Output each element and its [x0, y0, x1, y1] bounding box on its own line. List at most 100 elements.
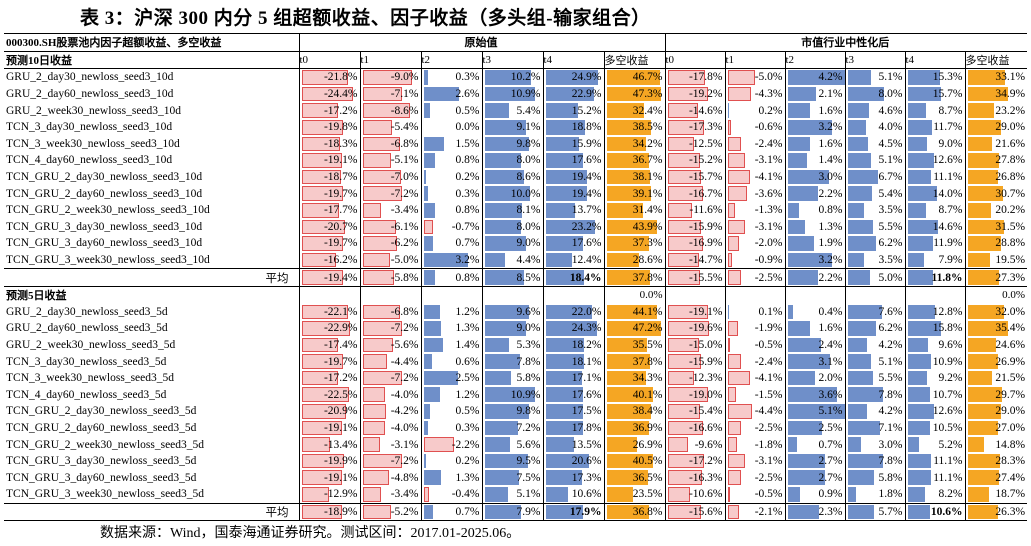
neutral-t0-cell: -15.4% [664, 403, 725, 420]
table-row: TCN_GRU_3_day60_newloss_seed3_5d -19.1% -4… [4, 469, 1028, 487]
long-short-bar [606, 202, 643, 218]
cell-value: -18.7% [323, 171, 358, 184]
positive-bar [545, 169, 587, 185]
cell-value: 12.4% [571, 254, 602, 267]
negative-bar [727, 404, 752, 419]
cell-value: 17.6% [571, 388, 602, 401]
cell-value: -19.1% [323, 421, 358, 434]
positive-bar [907, 252, 925, 268]
negative-bar [667, 337, 700, 353]
neutral-t0-cell: -16.6% [664, 419, 725, 437]
table-row: TCN_4_day60_newloss_seed3_5d -22.5% -4.0% 1… [4, 386, 1028, 404]
cell-value: 4.5% [878, 137, 903, 150]
raw-t4-cell: 19.4% [542, 168, 604, 186]
neutral-t1-cell: -3.1% [724, 452, 785, 470]
col-header: t2 [784, 51, 845, 70]
positive-bar [484, 404, 530, 419]
positive-bar [907, 236, 933, 251]
negative-bar [362, 321, 403, 336]
cell-value: 17.5% [571, 405, 602, 418]
cell-value: -16.9% [688, 237, 723, 250]
col-header: t0 [664, 51, 725, 70]
cell-value: 5.6% [516, 438, 541, 451]
neutral-avg-t2-cell: 2.3% [784, 502, 845, 522]
cell-value: 0.2% [758, 104, 783, 117]
cell-value: 46.7% [632, 71, 663, 84]
positive-bar [423, 186, 428, 201]
cell-value: 11.1% [933, 455, 963, 468]
table-row: TCN_GRU_2_day60_newloss_seed3_5d -19.1% -4… [4, 419, 1028, 437]
raw-t3-cell: 10.0% [481, 185, 543, 202]
neutral-t1-cell: -3.6% [724, 185, 785, 202]
section-zero-cell [664, 286, 725, 304]
cell-value: 15.8% [932, 322, 963, 335]
positive-bar [545, 86, 595, 102]
cell-value: 5.5% [878, 220, 903, 233]
raw-avg-多空收益-cell: 37.8% [603, 268, 665, 287]
positive-bar [907, 169, 932, 185]
cell-value: -17.2% [323, 104, 358, 117]
positive-bar [423, 337, 443, 353]
positive-bar [907, 304, 935, 320]
long-short-bar [967, 236, 1001, 251]
negative-bar [362, 103, 410, 118]
long-short-bar [967, 470, 999, 486]
neutral-t0-cell: -11.6% [664, 201, 725, 219]
neutral-t4-cell: 11.7% [904, 118, 965, 136]
positive-bar [847, 270, 871, 285]
raw-多空收益-cell: 38.1% [603, 168, 665, 186]
cell-value: 7.8% [516, 355, 541, 368]
cell-value: -4.1% [754, 372, 783, 385]
positive-bar [545, 437, 575, 452]
long-short-bar [606, 136, 646, 152]
section-zero-cell [420, 286, 482, 304]
negative-bar [727, 470, 742, 486]
positive-bar [484, 304, 529, 320]
long-short-bar [967, 153, 1000, 168]
cell-value: 8.7% [938, 204, 963, 217]
raw-t4-cell: 17.5% [542, 403, 604, 420]
cell-value: 2.4% [818, 338, 843, 351]
negative-bar [727, 70, 756, 85]
cell-value: 40.1% [632, 388, 663, 401]
neutral-多空收益-cell: 27.0% [964, 419, 1028, 437]
table-row: TCN_3_week30_newloss_seed3_5d -17.2% -7.2%… [4, 369, 1028, 387]
cell-value: -7.1% [390, 88, 419, 101]
positive-bar [787, 136, 810, 152]
cell-value: -0.6% [754, 121, 783, 134]
neutral-t0-cell: -14.7% [664, 251, 725, 269]
raw-多空收益-cell: 36.9% [603, 419, 665, 437]
raw-t2-cell: 0.8% [420, 201, 482, 219]
neutral-t1-cell: -0.6% [724, 118, 785, 136]
cell-value: 2.0% [818, 372, 843, 385]
average-row: 平均 -18.9% -5.2% 0.7% 7.9% 17.9% 36.8% -15.6% -2.… [4, 502, 1028, 522]
cell-value: 2.5% [818, 421, 843, 434]
neutral-t3-cell: 6.7% [844, 168, 905, 186]
cell-value: 36.5% [632, 471, 663, 484]
long-short-bar [967, 337, 996, 353]
positive-bar [423, 321, 442, 336]
cell-value: 10.9% [932, 355, 963, 368]
raw-t0-cell: -20.7% [298, 218, 360, 236]
long-short-bar [606, 304, 658, 320]
model-name: TCN_GRU_3_week30_newloss_seed3_5d [6, 488, 205, 501]
cell-value: 9.8% [516, 137, 541, 150]
positive-bar [484, 119, 527, 135]
cell-value: 24.3% [571, 322, 602, 335]
section-zero-cell [784, 286, 845, 304]
negative-bar [362, 404, 386, 419]
positive-bar [423, 86, 460, 102]
raw-t2-cell: 0.3% [420, 185, 482, 202]
raw-t4-cell: 17.3% [542, 469, 604, 487]
negative-bar [727, 153, 745, 168]
neutral-t1-cell: -5.0% [724, 68, 785, 86]
positive-bar [423, 70, 428, 85]
cell-value: -14.7% [688, 254, 723, 267]
long-short-bar [606, 219, 657, 235]
section-zero-cell [298, 286, 360, 304]
raw-t1-cell: -5.6% [359, 336, 421, 354]
long-short-bar [606, 337, 648, 353]
raw-t0-cell: -17.7% [298, 201, 360, 219]
neutral-t3-cell: 7.6% [844, 303, 905, 321]
cell-value: 17.3% [571, 471, 602, 484]
